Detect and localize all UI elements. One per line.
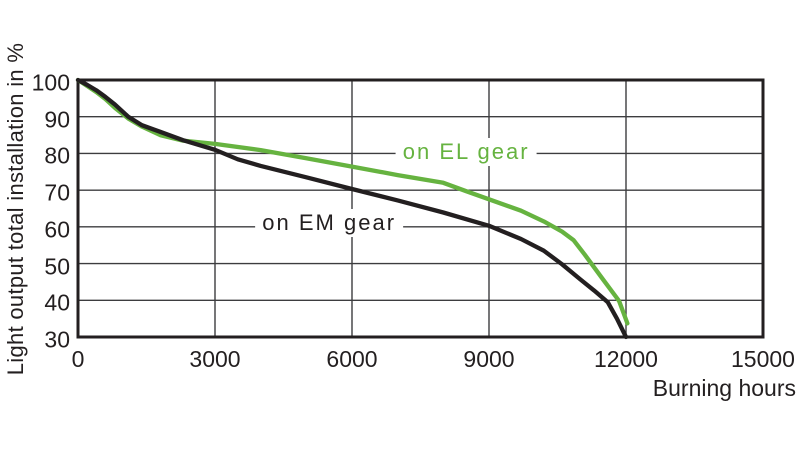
- y-tick-label: 100: [31, 69, 70, 96]
- x-tick-label: 9000: [463, 346, 515, 372]
- series-label-el-gear: on EL gear: [395, 138, 537, 167]
- y-tick-label: 90: [44, 106, 70, 133]
- y-tick-label: 70: [44, 179, 70, 206]
- x-tick-label: 15000: [731, 346, 795, 372]
- x-tick-label: 3000: [189, 346, 241, 372]
- x-axis-title: Burning hours: [652, 375, 796, 401]
- y-tick-label: 40: [44, 289, 70, 316]
- x-tick-label: 12000: [594, 346, 658, 372]
- y-tick-label: 80: [44, 142, 70, 169]
- x-tick-label: 6000: [326, 346, 378, 372]
- series-label-em-gear: on EM gear: [255, 209, 404, 238]
- y-tick-label: 60: [44, 216, 70, 243]
- y-tick-label: 50: [44, 253, 70, 280]
- x-tick-label: 0: [71, 346, 85, 372]
- curve-el-gear: [75, 77, 630, 326]
- plot-border: [76, 78, 765, 339]
- curve-em-gear: [75, 77, 629, 340]
- y-tick-label: 30: [44, 326, 70, 353]
